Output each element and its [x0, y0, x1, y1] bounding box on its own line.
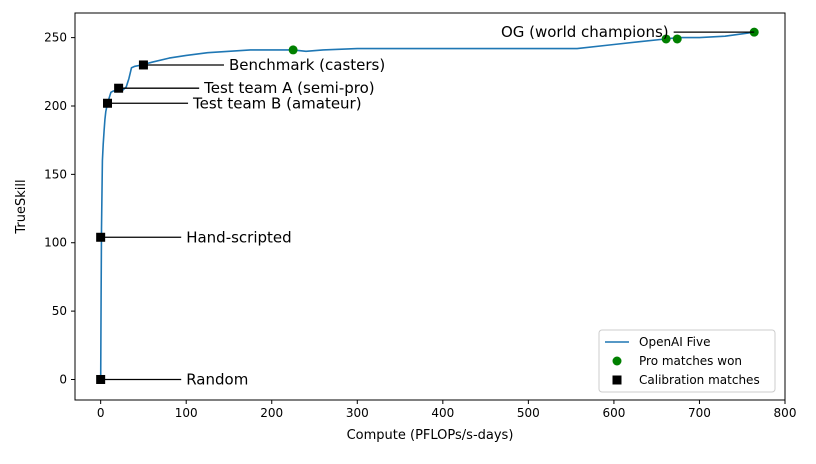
legend: OpenAI Five Pro matches won Calibration ma… — [598, 329, 776, 393]
y-tick-label: 0 — [59, 372, 67, 386]
annotation-label: Test team A (semi-pro) — [203, 79, 375, 97]
legend-circle-swatch — [612, 356, 622, 366]
x-axis-label: Compute (PFLOPs/s-days) — [347, 428, 514, 443]
x-tick-label: 700 — [688, 406, 711, 420]
y-tick-label: 50 — [52, 304, 67, 318]
legend-box — [598, 329, 776, 393]
annotations: Random Hand-scripted Test team B (amateur)… — [100, 23, 755, 388]
annotation-label: Benchmark (casters) — [229, 56, 385, 74]
legend-square-swatch — [612, 375, 622, 385]
legend-label: OpenAI Five — [639, 335, 710, 349]
y-tick-label: 200 — [44, 99, 67, 113]
x-tick-label: 400 — [431, 406, 454, 420]
annotation-label: OG (world champions) — [501, 23, 669, 41]
x-tick-label: 200 — [260, 406, 283, 420]
x-tick-label: 300 — [346, 406, 369, 420]
x-tick-label: 100 — [175, 406, 198, 420]
y-axis-label: TrueSkill — [14, 179, 29, 234]
x-tick-label: 0 — [97, 406, 105, 420]
annotation-label: Random — [186, 370, 248, 388]
pro-match-point — [672, 34, 682, 44]
pro-match-point — [288, 45, 298, 55]
plot-frame — [74, 12, 786, 401]
x-tick-label: 500 — [517, 406, 540, 420]
y-tick-label: 250 — [44, 31, 67, 45]
x-tick-label: 800 — [774, 406, 797, 420]
annotation-label: Hand-scripted — [186, 228, 291, 246]
y-tick-label: 150 — [44, 167, 67, 181]
x-tick-label: 600 — [602, 406, 625, 420]
axes: 0 100 200 300 400 500 600 700 800 0 50 100 150 200 250 — [44, 12, 797, 420]
annotation-label: Test team B (amateur) — [192, 94, 362, 112]
legend-label: Calibration matches — [639, 373, 760, 387]
legend-label: Pro matches won — [639, 354, 742, 368]
y-tick-label: 100 — [44, 236, 67, 250]
pro-match-point — [661, 34, 671, 44]
openai-five-line — [99, 31, 756, 380]
